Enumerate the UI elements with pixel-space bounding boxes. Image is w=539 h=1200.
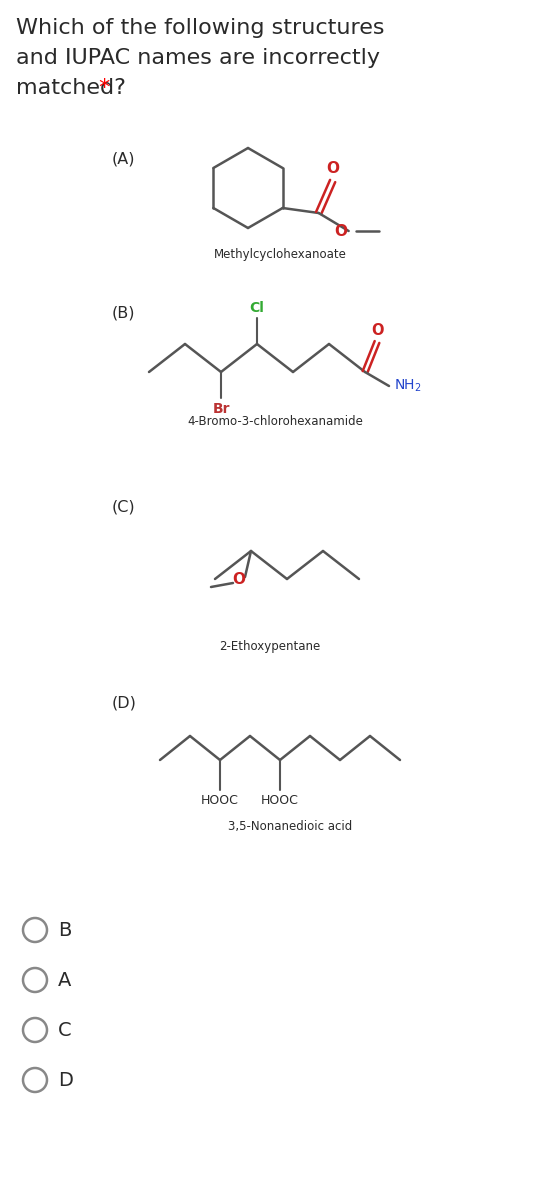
- Text: 3,5-Nonanedioic acid: 3,5-Nonanedioic acid: [228, 820, 352, 833]
- Text: (B): (B): [112, 305, 135, 320]
- Text: (A): (A): [112, 152, 135, 167]
- Text: C: C: [58, 1020, 72, 1039]
- Text: Cl: Cl: [250, 301, 265, 314]
- Text: Br: Br: [212, 402, 230, 416]
- Text: O: O: [335, 223, 348, 239]
- Text: B: B: [58, 920, 71, 940]
- Text: Which of the following structures: Which of the following structures: [16, 18, 384, 38]
- Text: *: *: [98, 78, 109, 98]
- Text: A: A: [58, 971, 71, 990]
- Text: HOOC: HOOC: [201, 794, 239, 806]
- Text: matched?: matched?: [16, 78, 133, 98]
- Text: D: D: [58, 1070, 73, 1090]
- Text: (D): (D): [112, 695, 137, 710]
- Text: NH$_2$: NH$_2$: [394, 378, 421, 394]
- Text: 2-Ethoxypentane: 2-Ethoxypentane: [219, 640, 321, 653]
- Text: O: O: [326, 161, 339, 176]
- Text: Methylcyclohexanoate: Methylcyclohexanoate: [213, 248, 347, 260]
- Text: HOOC: HOOC: [261, 794, 299, 806]
- Text: and IUPAC names are incorrectly: and IUPAC names are incorrectly: [16, 48, 380, 68]
- Text: O: O: [371, 323, 383, 338]
- Text: (C): (C): [112, 500, 136, 515]
- Text: O: O: [232, 571, 245, 587]
- Text: 4-Bromo-3-chlorohexanamide: 4-Bromo-3-chlorohexanamide: [187, 415, 363, 428]
